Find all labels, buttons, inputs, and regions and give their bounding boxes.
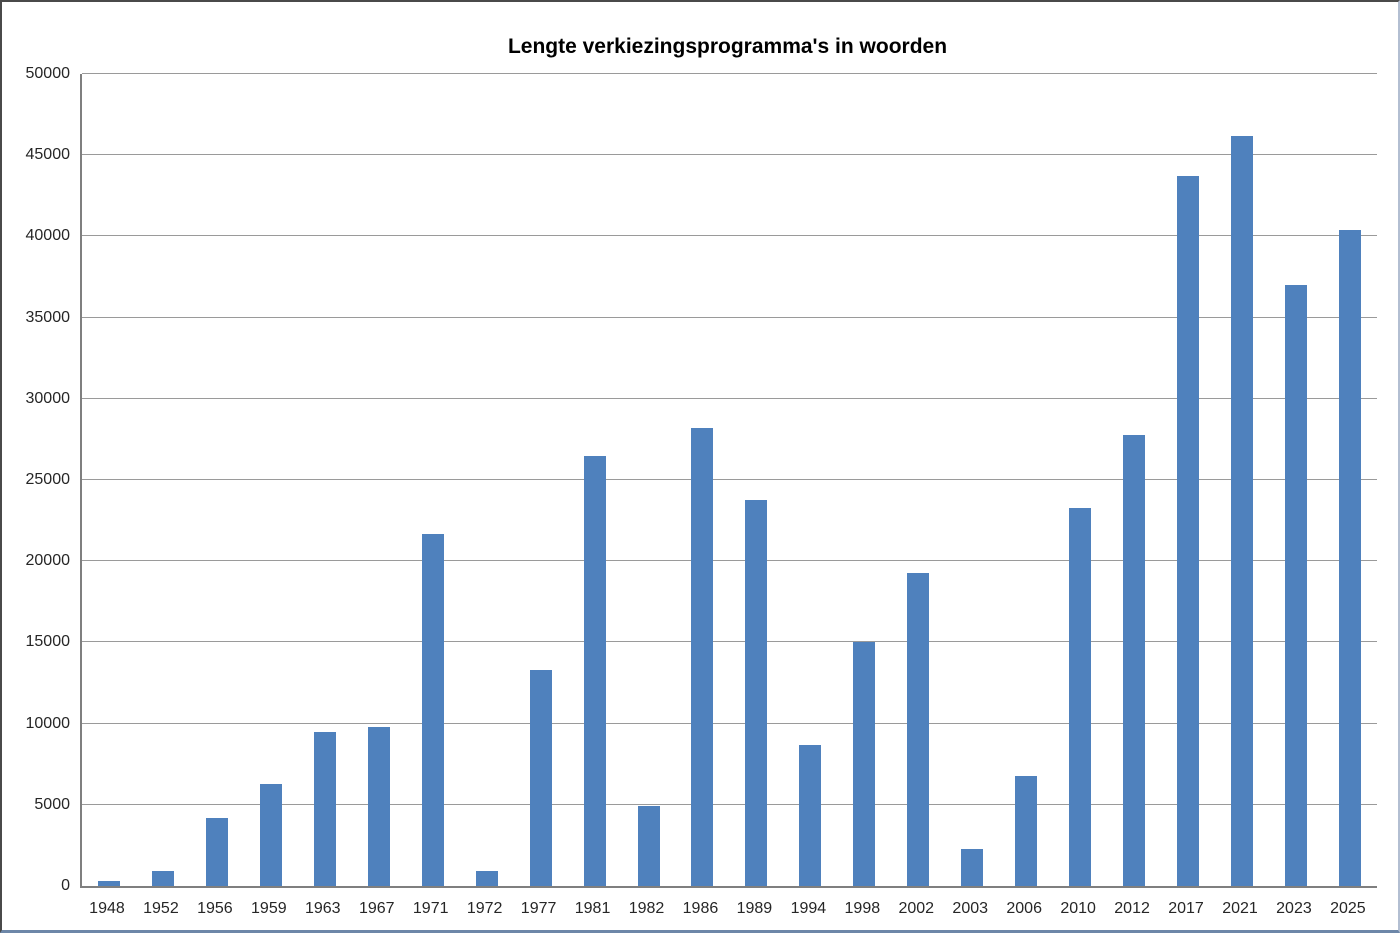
gridline-20000 [82, 560, 1377, 562]
x-tick-label-1986: 1986 [682, 900, 719, 917]
x-tick-label-1971: 1971 [412, 900, 449, 917]
bar-2002 [907, 572, 930, 886]
bar-slot-1963 [298, 74, 352, 886]
y-tick-label-5000: 5000 [34, 795, 70, 813]
bar-slot-1989 [729, 74, 783, 886]
x-tick-label-1994: 1994 [790, 900, 827, 917]
bar-slot-2002 [891, 74, 945, 886]
gridline-10000 [82, 722, 1377, 724]
gridline-40000 [82, 235, 1377, 237]
bar-1994 [799, 744, 822, 886]
y-tick-label-30000: 30000 [25, 389, 71, 407]
y-tick-label-40000: 40000 [25, 227, 71, 245]
bar-slot-1971 [406, 74, 460, 886]
x-axis: 1948 1952 1956 1959 1963 1967 1971 1972 1977 1981… [80, 900, 1375, 918]
y-tick-label-0: 0 [61, 877, 70, 894]
y-tick-label-15000: 15000 [25, 633, 71, 651]
bar-slot-2006 [999, 74, 1053, 886]
bar-1982 [637, 806, 660, 886]
gridline-50000 [82, 73, 1377, 74]
bar-2025 [1338, 229, 1361, 886]
bar-slot-1994 [783, 74, 837, 886]
y-axis: 0 5000 10000 15000 20000 25000 30000 35000 40000… [2, 66, 71, 894]
bar-slot-1952 [136, 74, 190, 886]
bar-1981 [583, 455, 606, 886]
gridline-5000 [82, 803, 1377, 805]
bar-slot-1967 [352, 74, 406, 886]
x-tick-label-2006: 2006 [1006, 900, 1042, 917]
bar-slot-2023 [1269, 74, 1323, 886]
bar-2017 [1177, 176, 1200, 886]
plot-area [80, 73, 1377, 888]
bar-1959 [259, 783, 282, 886]
x-tick-label-2012: 2012 [1114, 900, 1150, 917]
y-tick-label-35000: 35000 [25, 308, 71, 326]
bar-slot-2021 [1215, 74, 1269, 886]
bar-1986 [691, 428, 714, 886]
gridline-35000 [82, 316, 1377, 318]
bar-slot-2010 [1053, 74, 1107, 886]
y-tick-label-50000: 50000 [25, 65, 71, 82]
bar-slot-1959 [244, 74, 298, 886]
x-tick-label-2017: 2017 [1168, 900, 1204, 917]
gridline-30000 [82, 397, 1377, 399]
x-tick-label-1989: 1989 [736, 900, 773, 917]
bar-1967 [367, 726, 390, 886]
bar-series [82, 74, 1377, 886]
bar-1989 [745, 499, 768, 886]
x-tick-label-2010: 2010 [1060, 900, 1096, 917]
bar-2003 [961, 848, 984, 886]
bar-slot-2003 [945, 74, 999, 886]
bar-slot-2025 [1323, 74, 1377, 886]
bar-2006 [1015, 775, 1038, 886]
x-tick-label-1948: 1948 [89, 900, 125, 917]
bar-slot-1986 [675, 74, 729, 886]
bar-slot-1981 [568, 74, 622, 886]
bar-slot-1982 [622, 74, 676, 886]
bar-1948 [97, 881, 120, 886]
x-tick-label-1972: 1972 [466, 900, 503, 917]
x-tick-label-1967: 1967 [358, 900, 395, 917]
bar-1956 [205, 817, 228, 886]
bar-slot-1977 [514, 74, 568, 886]
chart-title: Lengte verkiezingsprogramma's in woorden [507, 35, 948, 58]
x-tick-label-2023: 2023 [1276, 900, 1312, 917]
x-tick-label-2021: 2021 [1222, 900, 1258, 917]
bar-slot-1998 [837, 74, 891, 886]
bar-slot-2012 [1107, 74, 1161, 886]
bar-2010 [1069, 507, 1092, 886]
bar-2012 [1123, 434, 1146, 886]
x-tick-label-1956: 1956 [197, 900, 233, 917]
y-tick-label-45000: 45000 [25, 146, 71, 164]
gridline-15000 [82, 641, 1377, 643]
x-tick-label-1963: 1963 [304, 900, 341, 917]
bar-2023 [1284, 285, 1307, 886]
gridline-45000 [82, 154, 1377, 156]
bar-1972 [475, 871, 498, 886]
bar-slot-2017 [1161, 74, 1215, 886]
x-tick-label-2003: 2003 [952, 900, 989, 917]
gridline-25000 [82, 479, 1377, 480]
bar-1977 [529, 670, 552, 886]
y-tick-label-20000: 20000 [25, 552, 71, 570]
x-tick-label-1982: 1982 [628, 900, 665, 917]
x-tick-label-2025: 2025 [1330, 900, 1366, 917]
bar-2021 [1230, 135, 1253, 886]
bar-1998 [853, 642, 876, 886]
x-tick-label-1981: 1981 [574, 900, 611, 917]
y-tick-label-25000: 25000 [25, 471, 71, 488]
bar-1963 [313, 731, 336, 886]
x-tick-label-1998: 1998 [844, 900, 881, 917]
x-tick-label-1952: 1952 [143, 900, 179, 917]
x-tick-label-1959: 1959 [251, 900, 287, 917]
y-tick-label-10000: 10000 [25, 714, 71, 732]
bar-slot-1972 [460, 74, 514, 886]
x-tick-label-2002: 2002 [898, 900, 935, 917]
bar-slot-1948 [82, 74, 136, 886]
bar-1971 [421, 533, 444, 886]
bar-slot-1956 [190, 74, 244, 886]
x-tick-label-1977: 1977 [520, 900, 557, 917]
bar-1952 [151, 871, 174, 886]
